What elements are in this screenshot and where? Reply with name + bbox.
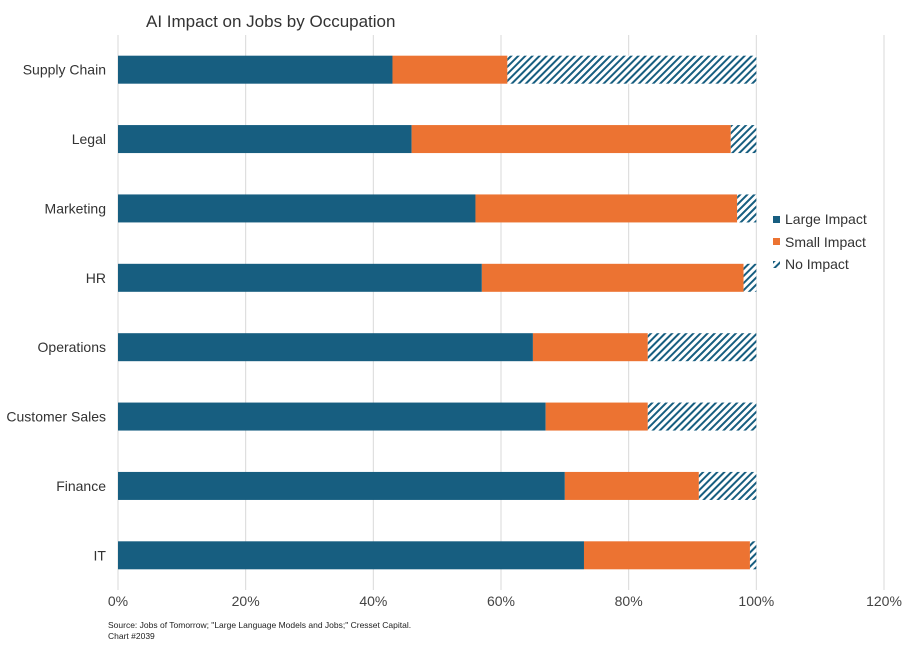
x-tick-label: 80% xyxy=(615,593,643,609)
y-category-label: Customer Sales xyxy=(6,409,106,425)
bar-small-impact xyxy=(481,263,744,292)
y-category-label: Finance xyxy=(56,478,106,494)
legend-swatch-small xyxy=(773,238,780,246)
bar-small-impact xyxy=(564,471,699,500)
x-tick-label: 100% xyxy=(738,593,774,609)
legend-label: No Impact xyxy=(785,256,849,273)
bar-no-impact xyxy=(730,125,757,154)
bar-large-impact xyxy=(118,55,393,84)
legend-item-no-impact: No Impact xyxy=(773,253,867,276)
bar-large-impact xyxy=(118,125,412,154)
bar-no-impact xyxy=(737,194,757,223)
bar-small-impact xyxy=(545,402,648,431)
bar-large-impact xyxy=(118,263,482,292)
x-tick-label: 0% xyxy=(108,593,128,609)
y-category-label: Legal xyxy=(72,131,106,147)
y-category-label: Supply Chain xyxy=(23,62,106,78)
bar-no-impact xyxy=(743,263,757,292)
y-category-label: Marketing xyxy=(45,200,106,216)
source-note: Source: Jobs of Tomorrow; "Large Languag… xyxy=(108,620,411,642)
source-text: Source: Jobs of Tomorrow; "Large Languag… xyxy=(108,620,412,630)
bar-small-impact xyxy=(475,194,738,223)
y-category-label: HR xyxy=(86,270,106,286)
legend-item-large-impact: Large Impact xyxy=(773,208,867,231)
bar-small-impact xyxy=(392,55,508,84)
bar-small-impact xyxy=(583,541,750,570)
x-tick-label: 40% xyxy=(359,593,387,609)
y-category-label: IT xyxy=(94,547,107,563)
bar-no-impact xyxy=(507,55,757,84)
bar-large-impact xyxy=(118,194,476,223)
bar-large-impact xyxy=(118,541,584,570)
chart-title: AI Impact on Jobs by Occupation xyxy=(146,12,396,31)
legend-label: Large Impact xyxy=(785,211,867,228)
legend-label: Small Impact xyxy=(785,233,866,250)
bar-no-impact xyxy=(647,402,757,431)
chart-id: Chart #2039 xyxy=(108,631,155,641)
y-category-label: Operations xyxy=(38,339,106,355)
legend-item-small-impact: Small Impact xyxy=(773,231,867,254)
bar-large-impact xyxy=(118,333,533,362)
bar-large-impact xyxy=(118,402,546,431)
legend-swatch-large xyxy=(773,215,780,223)
x-tick-label: 120% xyxy=(866,593,902,609)
legend: Large Impact Small Impact No Impact xyxy=(773,208,867,276)
bar-large-impact xyxy=(118,471,565,500)
legend-swatch-none xyxy=(773,260,780,268)
bar-small-impact xyxy=(411,125,731,154)
x-tick-label: 20% xyxy=(232,593,260,609)
x-tick-label: 60% xyxy=(487,593,515,609)
bar-no-impact xyxy=(698,471,757,500)
bar-no-impact xyxy=(749,541,757,570)
bar-small-impact xyxy=(532,333,648,362)
bar-no-impact xyxy=(647,333,757,362)
